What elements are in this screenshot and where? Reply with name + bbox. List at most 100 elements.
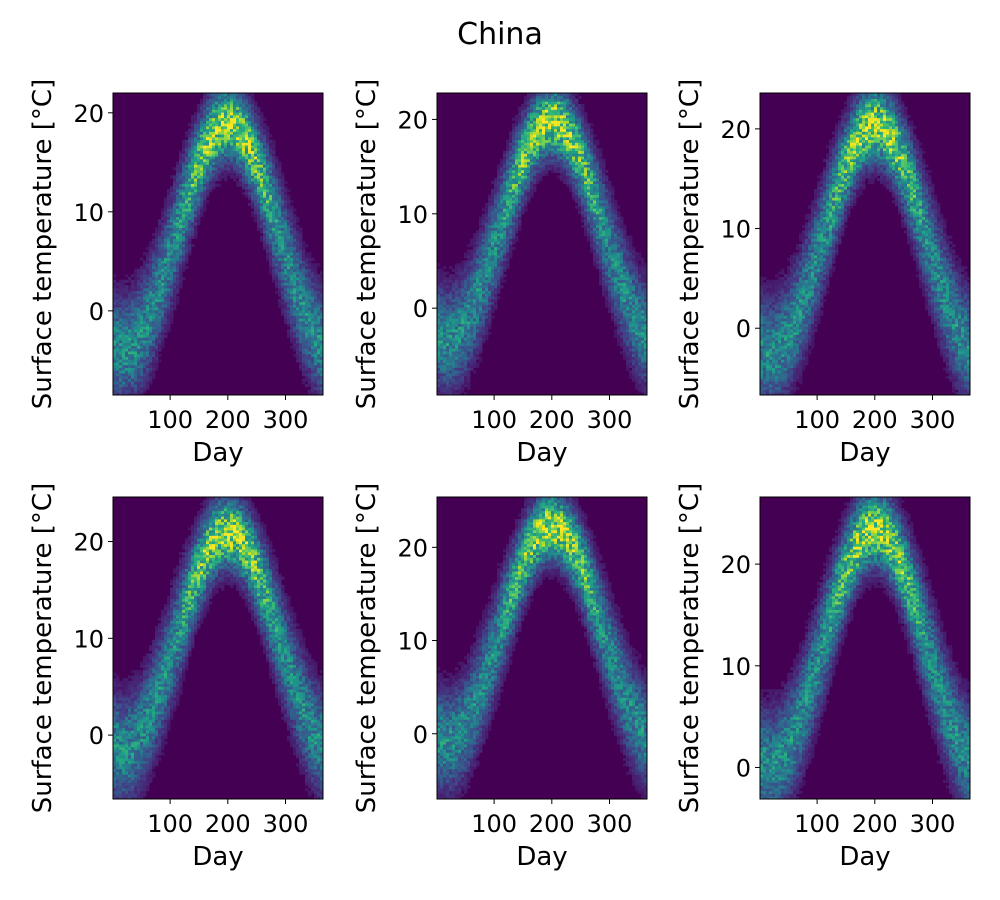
heatmap-cell bbox=[515, 148, 518, 151]
heatmap-cell bbox=[452, 340, 455, 343]
heatmap-cell bbox=[542, 148, 545, 151]
heatmap-cell bbox=[530, 184, 533, 187]
heatmap-cell bbox=[203, 123, 206, 126]
heatmap-cell bbox=[143, 390, 146, 393]
heatmap-cell bbox=[437, 357, 440, 360]
heatmap-cell bbox=[449, 340, 452, 343]
heatmap-cell bbox=[443, 326, 446, 329]
heatmap-cell bbox=[203, 126, 206, 129]
heatmap-cell bbox=[146, 387, 149, 390]
heatmap-cell bbox=[227, 109, 230, 112]
heatmap-cell bbox=[515, 222, 518, 225]
heatmap-cell bbox=[446, 304, 449, 307]
heatmap-cell bbox=[191, 225, 194, 228]
heatmap-cell bbox=[560, 170, 563, 173]
heatmap-cell bbox=[122, 321, 125, 324]
heatmap-cell bbox=[227, 123, 230, 126]
heatmap-cell bbox=[536, 98, 539, 101]
heatmap-cell bbox=[191, 159, 194, 162]
heatmap-cell bbox=[125, 315, 128, 318]
heatmap-cell bbox=[467, 351, 470, 354]
heatmap-cell bbox=[191, 244, 194, 247]
heatmap-cell bbox=[515, 131, 518, 134]
heatmap-cell bbox=[473, 280, 476, 283]
heatmap-cell bbox=[488, 260, 491, 263]
heatmap-cell bbox=[128, 340, 131, 343]
heatmap-cell bbox=[152, 271, 155, 274]
heatmap-cell bbox=[269, 249, 272, 252]
heatmap-cell bbox=[476, 351, 479, 354]
heatmap-cell bbox=[311, 282, 314, 285]
heatmap-cell bbox=[275, 249, 278, 252]
heatmap-cell bbox=[533, 173, 536, 176]
heatmap-cell bbox=[137, 293, 140, 296]
heatmap-cell bbox=[149, 249, 152, 252]
heatmap-cell bbox=[254, 148, 257, 151]
heatmap-cell bbox=[443, 282, 446, 285]
heatmap-cell bbox=[212, 148, 215, 151]
heatmap-cell bbox=[440, 373, 443, 376]
heatmap-cell bbox=[305, 318, 308, 321]
heatmap-cell bbox=[215, 131, 218, 134]
heatmap-cell bbox=[479, 329, 482, 332]
heatmap-cell bbox=[302, 354, 305, 357]
heatmap-cell bbox=[164, 244, 167, 247]
heatmap-cell bbox=[455, 313, 458, 316]
heatmap-cell bbox=[185, 148, 188, 151]
heatmap-cell bbox=[296, 274, 299, 277]
heatmap-cell bbox=[209, 148, 212, 151]
heatmap-cell bbox=[236, 120, 239, 123]
heatmap-cell bbox=[458, 282, 461, 285]
heatmap-cell bbox=[116, 354, 119, 357]
heatmap-cell bbox=[293, 269, 296, 272]
heatmap-cell bbox=[212, 159, 215, 162]
heatmap-cell bbox=[233, 162, 236, 165]
heatmap-cell bbox=[545, 118, 548, 121]
heatmap-cell bbox=[545, 162, 548, 165]
heatmap-cell bbox=[554, 156, 557, 159]
heatmap-cell bbox=[449, 346, 452, 349]
heatmap-cell bbox=[467, 381, 470, 384]
heatmap-cell bbox=[491, 219, 494, 222]
heatmap-cell bbox=[263, 241, 266, 244]
heatmap-cell bbox=[494, 195, 497, 198]
heatmap-cell bbox=[530, 173, 533, 176]
heatmap-cell bbox=[272, 164, 275, 167]
heatmap-cell bbox=[131, 288, 134, 291]
heatmap-cell bbox=[539, 175, 542, 178]
heatmap-cell bbox=[167, 271, 170, 274]
heatmap-cell bbox=[149, 348, 152, 351]
heatmap-cell bbox=[530, 123, 533, 126]
heatmap-cell bbox=[299, 310, 302, 313]
heatmap-cell bbox=[254, 115, 257, 118]
heatmap-cell bbox=[230, 115, 233, 118]
heatmap-cell bbox=[455, 280, 458, 283]
heatmap-cell bbox=[293, 228, 296, 231]
heatmap-cell bbox=[524, 120, 527, 123]
heatmap-cell bbox=[281, 241, 284, 244]
heatmap-cell bbox=[134, 384, 137, 387]
heatmap-cell bbox=[482, 277, 485, 280]
heatmap-cell bbox=[509, 208, 512, 211]
heatmap-cell bbox=[254, 145, 257, 148]
heatmap-cell bbox=[182, 217, 185, 220]
heatmap-cell bbox=[488, 249, 491, 252]
heatmap-cell bbox=[218, 184, 221, 187]
heatmap-cell bbox=[200, 186, 203, 189]
heatmap-cell bbox=[278, 247, 281, 250]
heatmap-cell bbox=[293, 274, 296, 277]
heatmap-cell bbox=[260, 208, 263, 211]
heatmap-cell bbox=[158, 296, 161, 299]
heatmap-cell bbox=[167, 247, 170, 250]
heatmap-cell bbox=[524, 115, 527, 118]
heatmap-cell bbox=[188, 239, 191, 242]
heatmap-cell bbox=[242, 164, 245, 167]
heatmap-cell bbox=[524, 164, 527, 167]
heatmap-cell bbox=[437, 343, 440, 346]
heatmap-cell bbox=[512, 186, 515, 189]
heatmap-cell bbox=[437, 376, 440, 379]
heatmap-cell bbox=[191, 162, 194, 165]
heatmap-cell bbox=[167, 219, 170, 222]
heatmap-cell bbox=[512, 197, 515, 200]
heatmap-cell bbox=[272, 239, 275, 242]
